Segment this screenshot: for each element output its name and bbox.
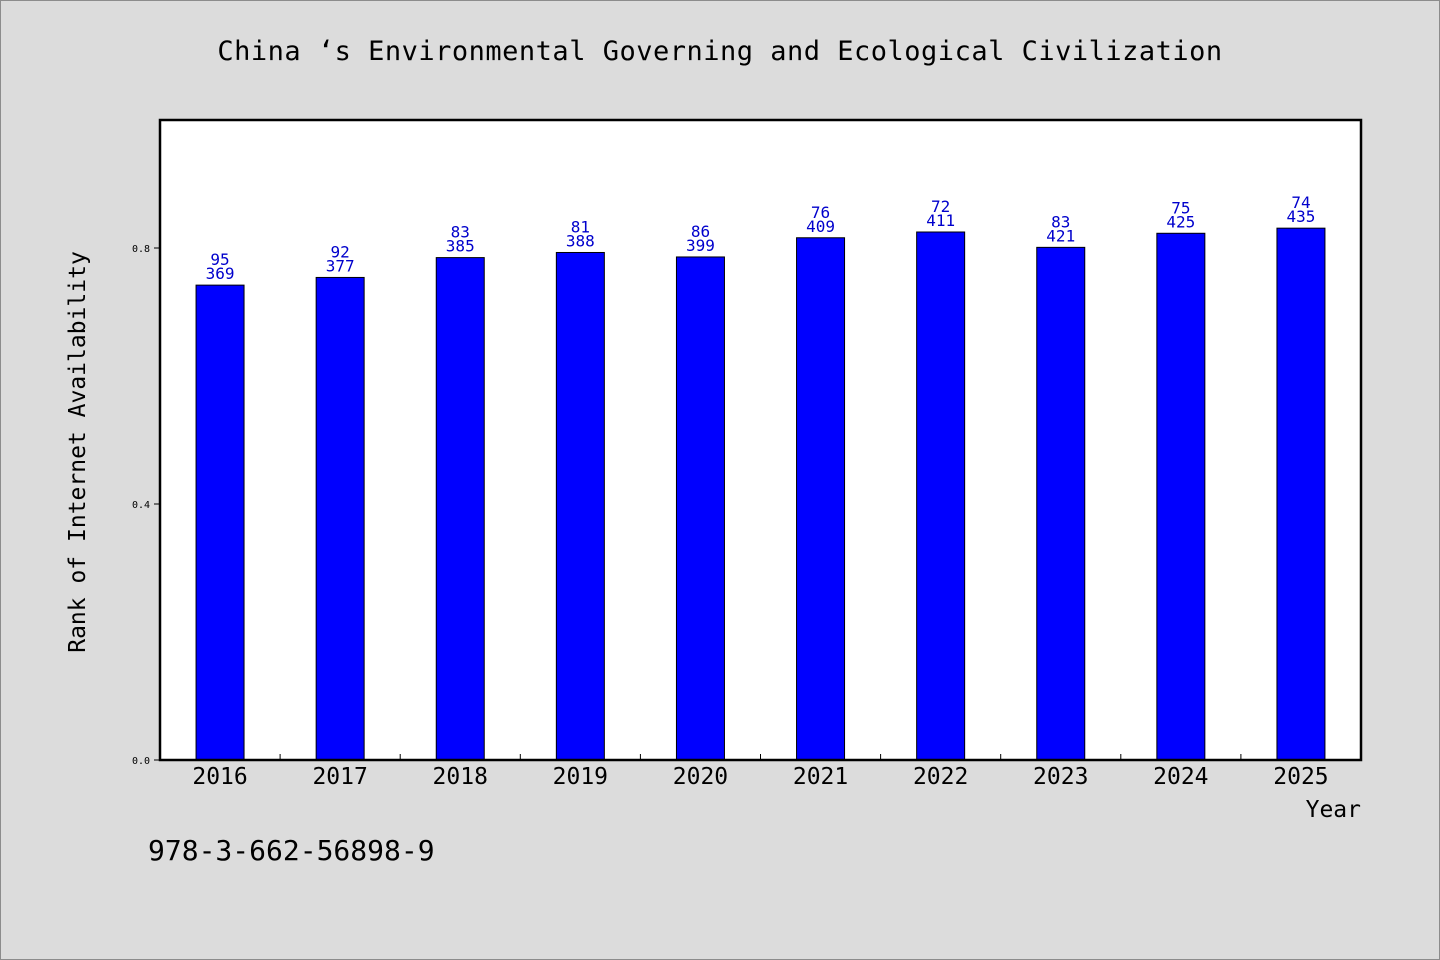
isbn-text: 978-3-662-56898-9	[148, 834, 435, 867]
bar	[435, 257, 485, 761]
bar	[796, 237, 846, 761]
y-tick-label: 0.0	[132, 756, 150, 767]
bar-label-bottom: 421	[1046, 226, 1075, 245]
y-tick-label: 0.8	[132, 244, 150, 255]
bar-label-bottom: 409	[806, 217, 835, 236]
bar-label-bottom: 377	[326, 256, 355, 275]
bar-label-top: 83	[451, 223, 470, 242]
bar-label-top: 86	[691, 222, 710, 241]
x-tick-label: 2022	[913, 764, 968, 790]
bar-label-top: 76	[811, 203, 830, 222]
bar	[1036, 246, 1086, 761]
bar	[555, 251, 605, 761]
bar-label-top: 92	[331, 242, 350, 261]
bar	[1276, 227, 1326, 761]
x-tick-label: 2018	[433, 764, 488, 790]
x-tick-label: 2016	[192, 764, 247, 790]
x-tick-label: 2023	[1033, 764, 1088, 790]
bar-label-bottom: 435	[1286, 207, 1315, 226]
x-tick-label: 2019	[553, 764, 608, 790]
y-tick-label: 0.4	[132, 500, 150, 511]
bar-label-bottom: 399	[686, 236, 715, 255]
plot-frame	[158, 118, 1363, 762]
bar-label-top: 72	[931, 197, 950, 216]
bar	[1156, 232, 1206, 761]
x-axis-label: Year	[1306, 797, 1361, 823]
bar	[195, 284, 245, 761]
bar-label-top: 74	[1291, 193, 1310, 212]
x-tick-label: 2025	[1273, 764, 1328, 790]
bar-label-bottom: 411	[926, 211, 955, 230]
bar-label-bottom: 388	[566, 231, 595, 250]
bar-label-top: 75	[1171, 198, 1190, 217]
bar-label-bottom: 369	[206, 264, 235, 283]
x-tick-label: 2021	[793, 764, 848, 790]
y-axis-label: Rank of Internet Availability	[65, 251, 91, 653]
bar-label-bottom: 425	[1166, 212, 1195, 231]
x-tick-label: 2017	[312, 764, 367, 790]
x-tick-label: 2024	[1153, 764, 1208, 790]
bar-label-top: 83	[1051, 212, 1070, 231]
bar	[675, 256, 725, 761]
chart-title: China ‘s Environmental Governing and Eco…	[217, 36, 1223, 67]
bar-label-bottom: 385	[446, 237, 475, 256]
bar	[315, 276, 365, 761]
x-tick-label: 2020	[673, 764, 728, 790]
bar	[916, 231, 966, 761]
bar-label-top: 81	[571, 217, 590, 236]
bar-label-top: 95	[210, 250, 229, 269]
